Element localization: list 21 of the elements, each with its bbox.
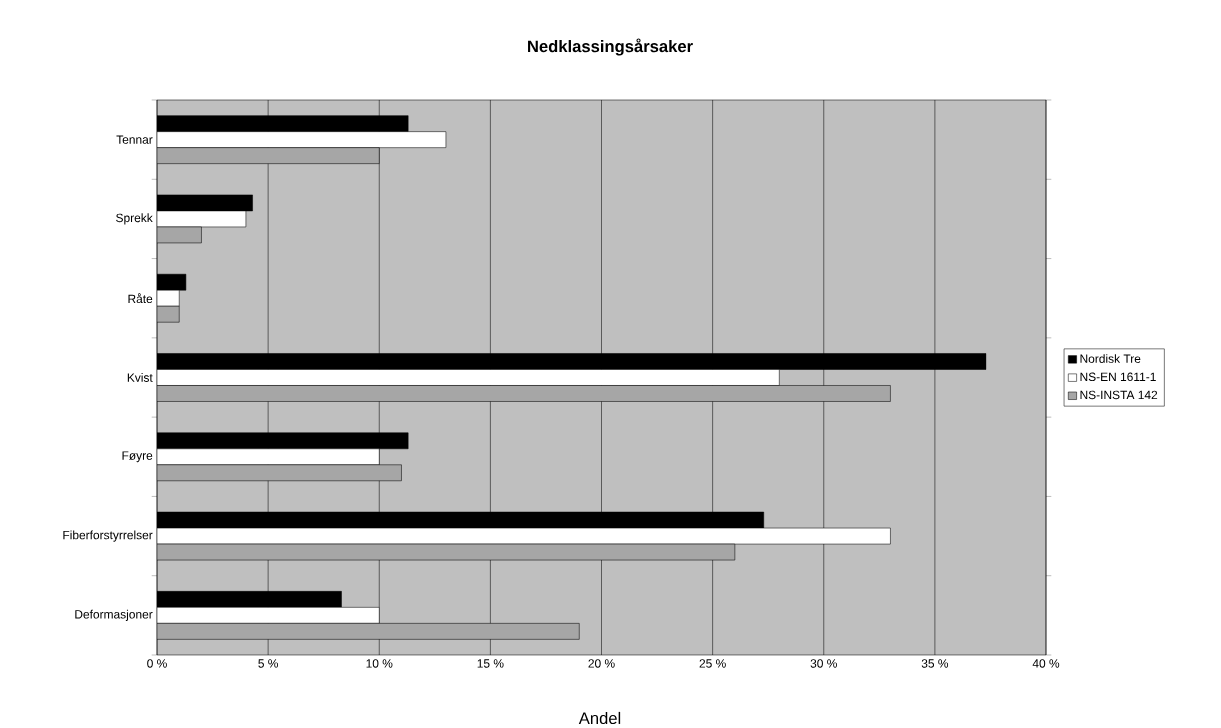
x-tick-label: 15 % <box>477 659 504 668</box>
y-tick-label: Fiberforstyrrelser <box>63 530 153 542</box>
chart-title: Nedklassingsårsaker <box>528 38 693 56</box>
legend-label: Nordisk Tre <box>1080 354 1141 363</box>
y-tick-label: Føyre <box>122 451 153 463</box>
x-tick-label: 20 % <box>588 659 615 668</box>
x-tick-label: 35 % <box>921 659 949 668</box>
x-axis-title: Andel <box>578 711 621 725</box>
x-tick-label: 30 % <box>810 659 837 668</box>
y-tick-label: Råte <box>128 293 153 304</box>
y-tick-label: Kvist <box>127 373 153 382</box>
y-tick-label: Tennar <box>116 135 153 144</box>
y-tick-label: Deformasjoner <box>75 609 153 621</box>
legend-label: NS-EN 1611-1 <box>1080 372 1156 382</box>
x-tick-label: 10 % <box>366 659 393 668</box>
x-tick-label: 0 % <box>147 659 167 668</box>
x-tick-label: 5 % <box>258 659 278 668</box>
x-tick-label: 40 % <box>1032 659 1060 668</box>
legend-label: NS-INSTA 142 <box>1080 390 1158 400</box>
x-tick-label: 25 % <box>699 659 726 668</box>
y-tick-label: Sprekk <box>116 213 153 225</box>
